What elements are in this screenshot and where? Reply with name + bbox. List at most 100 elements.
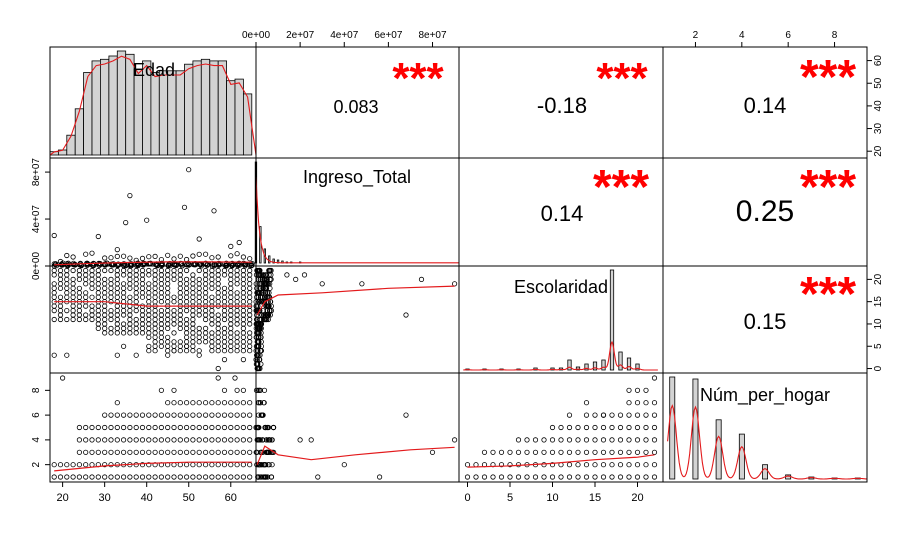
data-point	[190, 321, 196, 327]
tick-label: 15	[589, 492, 601, 504]
data-point	[146, 272, 152, 278]
outlier-point	[376, 474, 383, 480]
data-point	[609, 412, 615, 418]
data-point	[247, 316, 253, 323]
data-point	[76, 294, 83, 300]
data-point	[247, 281, 253, 287]
tick-label: 2	[693, 30, 699, 41]
data-point	[228, 285, 234, 291]
data-point	[209, 339, 215, 345]
data-point	[158, 276, 164, 282]
data-point	[70, 462, 76, 468]
data-point	[254, 462, 260, 468]
data-point	[64, 267, 70, 274]
data-point	[549, 449, 556, 455]
data-point	[171, 316, 177, 323]
data-point	[121, 307, 127, 314]
data-point	[146, 267, 152, 274]
data-point	[240, 437, 246, 443]
data-point	[177, 449, 183, 455]
data-point	[481, 474, 488, 480]
data-point	[203, 281, 209, 287]
data-point	[83, 251, 89, 257]
data-point	[228, 299, 234, 305]
data-point	[617, 424, 624, 431]
data-point	[190, 437, 196, 443]
data-point	[617, 412, 624, 418]
data-point	[221, 267, 228, 274]
data-point	[240, 474, 246, 480]
data-point	[158, 334, 164, 340]
histogram-bar	[609, 269, 615, 371]
data-point	[228, 412, 234, 418]
data-point	[651, 400, 658, 406]
data-point	[95, 285, 101, 291]
data-point	[264, 424, 270, 431]
histogram-bar	[192, 60, 202, 156]
data-point	[177, 276, 183, 282]
data-point	[566, 437, 573, 443]
data-point	[490, 474, 496, 480]
tick-label: 6	[31, 412, 42, 418]
scatter-edad-ingreso	[51, 167, 255, 269]
data-point	[228, 400, 234, 406]
data-point	[133, 325, 139, 331]
data-point	[196, 437, 202, 443]
outlier-point	[181, 204, 188, 210]
data-point	[95, 290, 101, 296]
correlation-value: 0.15	[744, 309, 787, 334]
data-point	[171, 339, 177, 345]
outlier-point	[144, 217, 150, 223]
data-point	[270, 424, 277, 431]
data-point	[76, 303, 83, 309]
data-point	[215, 285, 221, 291]
data-point	[152, 334, 158, 340]
data-point	[240, 348, 246, 354]
data-point	[215, 437, 221, 443]
data-point	[76, 267, 83, 274]
data-point	[228, 424, 234, 431]
data-point	[541, 449, 547, 455]
data-point	[152, 267, 158, 274]
data-point	[190, 307, 196, 314]
variable-label-3: Núm_per_hogar	[700, 385, 830, 406]
data-point	[221, 312, 228, 318]
histogram-edad	[49, 50, 257, 156]
data-point	[209, 437, 215, 443]
data-point	[165, 299, 171, 305]
data-point	[221, 462, 228, 468]
data-point	[64, 290, 70, 296]
data-point	[70, 307, 76, 314]
data-point	[190, 462, 196, 468]
data-point	[234, 339, 240, 345]
outlier-point	[626, 387, 632, 393]
data-point	[184, 281, 190, 287]
histogram-bar	[108, 55, 118, 156]
data-point	[221, 285, 228, 291]
data-point	[247, 294, 253, 300]
data-point	[102, 276, 108, 282]
data-point	[165, 276, 171, 282]
data-point	[184, 276, 190, 282]
data-point	[127, 437, 133, 443]
data-point	[184, 343, 190, 349]
data-point	[159, 260, 165, 266]
data-point	[575, 437, 581, 443]
data-point	[51, 290, 57, 296]
data-point	[95, 303, 101, 309]
data-point	[184, 339, 190, 345]
tick-label: 10	[873, 318, 884, 330]
scatter-edad-hogar	[51, 375, 253, 480]
smooth-line	[256, 445, 455, 465]
data-point	[139, 290, 146, 296]
data-point	[215, 299, 221, 305]
data-point	[177, 294, 183, 300]
data-point	[240, 462, 246, 468]
data-point	[184, 412, 190, 418]
panel-border	[49, 157, 257, 267]
data-point	[83, 303, 89, 309]
tick-label: 0	[464, 492, 470, 504]
data-point	[247, 400, 253, 406]
data-point	[190, 312, 196, 318]
data-point	[600, 424, 607, 431]
